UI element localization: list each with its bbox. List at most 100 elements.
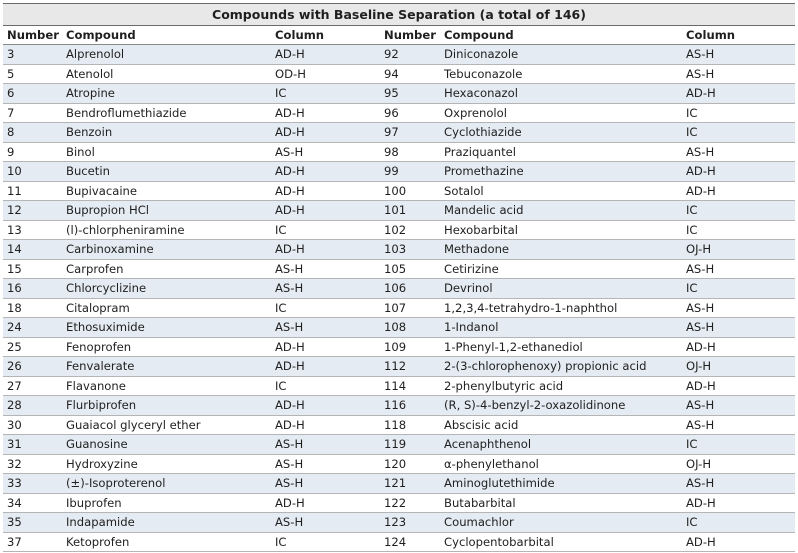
cell-compound: (l)-chlorpheniramine [62,220,271,240]
cell-column: AD-H [271,239,380,260]
cell-compound: Citalopram [62,298,271,318]
cell-number: 28 [3,395,62,416]
table-row: 10 Bucetin AD-H 99 Promethazine AD-H [3,161,795,182]
cell-column: AS-H [682,415,795,435]
cell-number: 95 [380,83,440,104]
cell-column: AS-H [271,259,380,279]
cell-number: 105 [380,259,440,279]
cell-column: AD-H [271,200,380,221]
cell-number: 92 [380,44,440,65]
cell-compound: 1,2,3,4-tetrahydro-1-naphthol [440,298,682,318]
cell-compound: 2-phenylbutyric acid [440,376,682,396]
cell-number: 8 [3,122,62,143]
cell-compound: Ethosuximide [62,317,271,338]
cell-column: AD-H [271,415,380,435]
cell-compound: Praziquantel [440,142,682,162]
table-row: 11 Bupivacaine AD-H 100 Sotalol AD-H [3,181,795,201]
cell-compound: Guaiacol glyceryl ether [62,415,271,435]
cell-column: AS-H [271,317,380,338]
table-row: 32 Hydroxyzine AS-H 120 α-phenylethanol OJ-H [3,454,795,474]
cell-number: 13 [3,220,62,240]
cell-number: 101 [380,200,440,221]
cell-number: 116 [380,395,440,416]
table-row: 31 Guanosine AS-H 119 Acenaphthenol IC [3,434,795,455]
table-row: 6 Atropine IC 95 Hexaconazol AD-H [3,83,795,104]
table-row: 12 Bupropion HCl AD-H 101 Mandelic acid IC [3,200,795,221]
cell-number: 123 [380,512,440,533]
cell-compound: (R, S)-4-benzyl-2-oxazolidinone [440,395,682,416]
cell-compound: Carbinoxamine [62,239,271,260]
cell-compound: Aminoglutethimide [440,473,682,494]
cell-number: 33 [3,473,62,494]
cell-compound: Atropine [62,83,271,104]
cell-column: IC [682,103,795,123]
cell-number: 14 [3,239,62,260]
cell-compound: α-phenylethanol [440,454,682,474]
cell-compound: Butabarbital [440,493,682,513]
cell-number: 25 [3,337,62,357]
cell-number: 112 [380,356,440,377]
cell-compound: Mandelic acid [440,200,682,221]
cell-column: AD-H [682,337,795,357]
table-header-row: Number Compound Column Number Compound C… [3,26,795,45]
cell-column: OJ-H [682,356,795,377]
table-row: 25 Fenoprofen AD-H 109 1-Phenyl-1,2-ethanedi… [3,337,795,357]
cell-compound: Bucetin [62,161,271,182]
table-row: 34 Ibuprofen AD-H 122 Butabarbital AD-H [3,493,795,513]
cell-compound: Carprofen [62,259,271,279]
cell-number: 32 [3,454,62,474]
cell-number: 96 [380,103,440,123]
cell-column: IC [682,434,795,455]
cell-number: 35 [3,512,62,533]
cell-compound: Atenolol [62,64,271,84]
table-row: 30 Guaiacol glyceryl ether AD-H 118 Abscisic… [3,415,795,435]
cell-number: 18 [3,298,62,318]
cell-column: IC [271,298,380,318]
table-row: 14 Carbinoxamine AD-H 103 Methadone OJ-H [3,239,795,260]
cell-column: AS-H [271,473,380,494]
table-row: 33 (±)-Isoproterenol AS-H 121 Aminoglutethim… [3,473,795,494]
cell-number: 124 [380,532,440,552]
cell-compound: Bupivacaine [62,181,271,201]
cell-column: AD-H [682,161,795,182]
cell-column: AD-H [682,83,795,104]
cell-number: 31 [3,434,62,455]
cell-compound: Cyclopentobarbital [440,532,682,552]
cell-column: IC [682,122,795,143]
cell-compound: Ibuprofen [62,493,271,513]
cell-compound: Coumachlor [440,512,682,533]
table-title: Compounds with Baseline Separation (a to… [3,3,795,26]
cell-number: 3 [3,44,62,65]
cell-compound: Cetirizine [440,259,682,279]
cell-compound: Bupropion HCl [62,200,271,221]
cell-column: AD-H [682,532,795,552]
cell-compound: 1-Phenyl-1,2-ethanediol [440,337,682,357]
cell-column: IC [682,278,795,299]
table-row: 7 Bendroflumethiazide AD-H 96 Oxprenolol IC [3,103,795,123]
cell-compound: Promethazine [440,161,682,182]
cell-compound: Alprenolol [62,44,271,65]
table-row: 16 Chlorcyclizine AS-H 106 Devrinol IC [3,278,795,299]
cell-column: AS-H [682,395,795,416]
cell-column: AD-H [271,122,380,143]
table-row: 3 Alprenolol AD-H 92 Diniconazole AS-H [3,44,795,65]
cell-number: 100 [380,181,440,201]
cell-column: IC [271,220,380,240]
cell-compound: Hydroxyzine [62,454,271,474]
cell-compound: Benzoin [62,122,271,143]
table-row: 9 Binol AS-H 98 Praziquantel AS-H [3,142,795,162]
cell-column: AS-H [682,142,795,162]
cell-column: IC [271,376,380,396]
cell-column: AS-H [271,142,380,162]
cell-number: 98 [380,142,440,162]
cell-number: 120 [380,454,440,474]
cell-column: AD-H [682,376,795,396]
table-row: 24 Ethosuximide AS-H 108 1-Indanol AS-H [3,317,795,338]
cell-number: 118 [380,415,440,435]
cell-number: 30 [3,415,62,435]
cell-number: 99 [380,161,440,182]
cell-column: IC [682,220,795,240]
cell-compound: Methadone [440,239,682,260]
cell-compound: Acenaphthenol [440,434,682,455]
